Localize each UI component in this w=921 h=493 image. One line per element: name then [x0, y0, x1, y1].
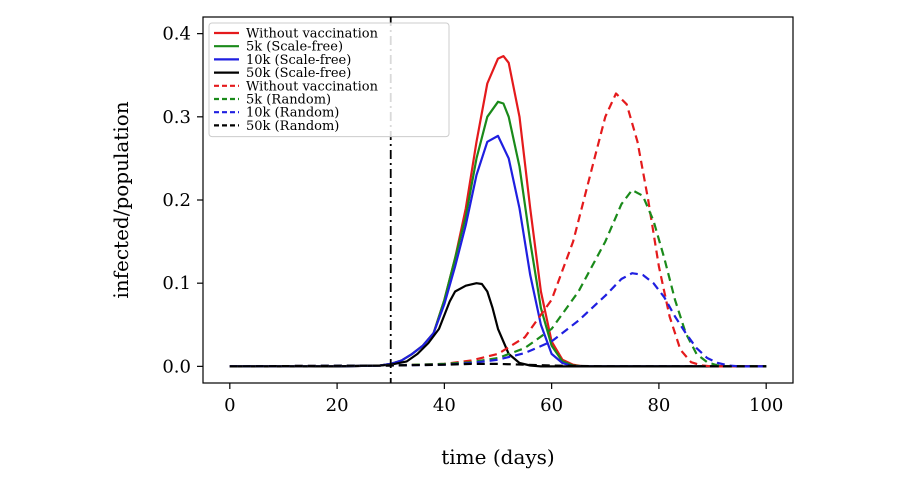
legend-label: 10k (Random) — [246, 106, 339, 121]
series-line-2 — [229, 134, 767, 368]
x-tick-label: 0 — [224, 395, 235, 416]
y-tick-label: 0.4 — [162, 24, 191, 45]
series-line-5 — [229, 188, 767, 368]
x-tick-label: 80 — [647, 395, 670, 416]
series-line-3 — [229, 282, 767, 368]
x-tick-label: 40 — [433, 395, 456, 416]
legend-label: 50k (Scale-free) — [246, 66, 351, 81]
legend-label: 5k (Scale-free) — [246, 40, 343, 55]
x-tick-label: 100 — [749, 395, 783, 416]
y-tick-label: 0.1 — [162, 273, 191, 294]
legend-box — [208, 22, 450, 138]
legend-label: 10k (Scale-free) — [246, 53, 351, 68]
legend-label: 50k (Random) — [246, 119, 339, 134]
legend-label: Without vaccination — [246, 79, 379, 94]
y-tick-label: 0.0 — [162, 356, 191, 377]
y-tick-label: 0.3 — [162, 107, 191, 128]
series-line-4 — [229, 92, 767, 368]
x-tick-label: 20 — [326, 395, 349, 416]
y-tick-label: 0.2 — [162, 190, 191, 211]
series-line-7 — [229, 362, 767, 368]
x-axis-label: time (days) — [441, 445, 555, 469]
y-axis-label: infected/population — [109, 101, 133, 298]
series-line-6 — [229, 272, 767, 368]
x-tick-label: 60 — [540, 395, 563, 416]
legend-label: 5k (Random) — [246, 93, 331, 108]
legend-label: Without vaccination — [246, 27, 379, 42]
